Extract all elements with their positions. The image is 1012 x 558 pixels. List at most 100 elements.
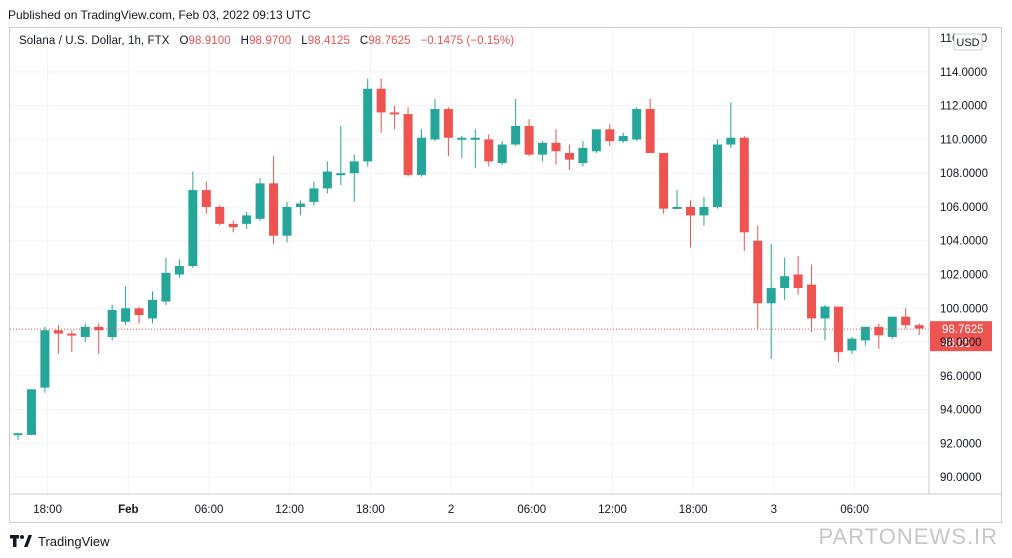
candle[interactable] xyxy=(860,326,870,346)
candle[interactable] xyxy=(686,200,695,248)
candle[interactable] xyxy=(107,304,117,341)
candle[interactable] xyxy=(309,181,319,206)
candle-body xyxy=(53,330,63,334)
price-axis: 90.0000 92.0000 94.0000 96.0000 98.0000 100.0… xyxy=(928,28,988,494)
candle[interactable] xyxy=(833,306,843,363)
candle-body xyxy=(309,188,319,202)
candle[interactable] xyxy=(80,323,90,343)
candle[interactable] xyxy=(443,107,453,157)
x-tick-label: 18:00 xyxy=(679,504,708,516)
candle[interactable] xyxy=(564,144,574,170)
candle[interactable] xyxy=(430,98,440,142)
candle[interactable] xyxy=(26,389,36,435)
symbol-label[interactable]: Solana / U.S. Dollar, 1h, FTX xyxy=(19,35,170,47)
candle[interactable] xyxy=(497,141,507,165)
candle[interactable] xyxy=(739,136,749,251)
candle[interactable] xyxy=(726,102,736,148)
candle[interactable] xyxy=(121,286,131,326)
candle-body xyxy=(901,316,911,326)
y-tick-label: 94.0000 xyxy=(940,405,982,417)
candle[interactable] xyxy=(228,220,238,233)
candle[interactable] xyxy=(511,98,521,147)
candle[interactable] xyxy=(659,152,669,214)
x-tick-label: 12:00 xyxy=(275,504,304,516)
candle[interactable] xyxy=(336,125,346,186)
candle-body xyxy=(363,88,373,162)
candle[interactable] xyxy=(295,200,305,216)
candle[interactable] xyxy=(349,154,359,202)
candle[interactable] xyxy=(887,316,897,339)
candle[interactable] xyxy=(780,257,790,300)
candle[interactable] xyxy=(201,181,211,214)
candle[interactable] xyxy=(134,306,144,324)
candle[interactable] xyxy=(538,141,548,162)
candle[interactable] xyxy=(632,107,642,142)
candle[interactable] xyxy=(699,196,709,226)
candle[interactable] xyxy=(807,264,817,332)
candle[interactable] xyxy=(901,308,911,329)
candle-body xyxy=(659,152,669,209)
candle[interactable] xyxy=(242,212,252,229)
y-tick-label: 112.0000 xyxy=(940,101,987,113)
candle-body xyxy=(457,137,467,140)
candle[interactable] xyxy=(363,78,373,167)
candle-body xyxy=(121,308,131,322)
candle-body xyxy=(538,142,548,155)
candle-body xyxy=(174,266,184,275)
tradingview-brand[interactable]: TradingView xyxy=(10,533,110,549)
candle[interactable] xyxy=(322,161,332,194)
candle[interactable] xyxy=(645,98,655,153)
candle[interactable] xyxy=(188,171,198,268)
chart-frame xyxy=(9,27,1002,523)
candle[interactable] xyxy=(457,136,467,159)
candle[interactable] xyxy=(390,105,400,130)
candle-body xyxy=(632,109,642,140)
candle-body xyxy=(618,136,628,142)
candle-body xyxy=(766,288,776,304)
low-label: L xyxy=(301,35,308,47)
candle[interactable] xyxy=(820,304,830,341)
candle[interactable] xyxy=(672,190,682,209)
candle[interactable] xyxy=(282,201,292,243)
y-tick-label: 110.0000 xyxy=(940,134,987,146)
candle[interactable] xyxy=(67,330,77,353)
candle[interactable] xyxy=(376,78,386,133)
x-tick-label: 3 xyxy=(771,504,777,516)
candle[interactable] xyxy=(618,132,628,143)
y-tick-label: 90.0000 xyxy=(940,472,982,484)
currency-badge[interactable]: USD xyxy=(953,33,983,51)
candle[interactable] xyxy=(847,336,857,354)
candle[interactable] xyxy=(578,141,588,167)
candle[interactable] xyxy=(470,129,480,169)
candle[interactable] xyxy=(524,119,534,157)
candle[interactable] xyxy=(874,323,884,349)
candle[interactable] xyxy=(53,325,63,354)
candle-body xyxy=(443,109,453,138)
candle[interactable] xyxy=(13,433,23,440)
candle[interactable] xyxy=(605,124,615,147)
candle[interactable] xyxy=(551,129,561,165)
candle[interactable] xyxy=(94,323,104,354)
candle[interactable] xyxy=(215,205,225,226)
candle[interactable] xyxy=(591,129,601,153)
last-price-line: 98.7625 46:05 xyxy=(10,321,992,352)
candle[interactable] xyxy=(161,257,171,305)
candle-body xyxy=(188,190,198,267)
candle[interactable] xyxy=(148,291,157,324)
candle[interactable] xyxy=(174,259,184,278)
candle[interactable] xyxy=(255,178,265,221)
candle[interactable] xyxy=(793,255,803,295)
grid xyxy=(10,28,929,494)
candle-body xyxy=(551,142,561,152)
candle[interactable] xyxy=(484,134,494,167)
candle-body xyxy=(672,206,682,209)
candle[interactable] xyxy=(269,156,279,245)
open-label: O xyxy=(179,35,189,47)
candle[interactable] xyxy=(712,139,722,209)
candle[interactable] xyxy=(766,244,776,359)
candle[interactable] xyxy=(417,129,426,177)
candle[interactable] xyxy=(40,326,50,393)
candle[interactable] xyxy=(753,225,763,329)
candle[interactable] xyxy=(403,107,413,177)
